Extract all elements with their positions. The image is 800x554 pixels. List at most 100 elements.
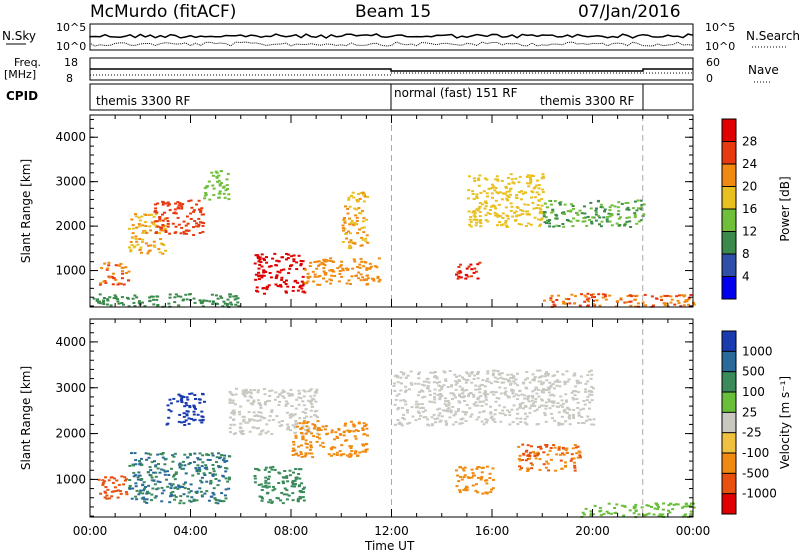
velocity-region	[580, 502, 696, 519]
velocity-colorbar-tick-label: 1000	[742, 344, 773, 358]
velocity-colorbar-swatch	[722, 473, 736, 494]
nsearch-label: N.Search	[746, 29, 800, 43]
power-y-tick-label: 1000	[55, 264, 86, 278]
nsky-label: N.Sky	[2, 29, 36, 43]
freq-tick-top: 18	[64, 56, 78, 69]
velocity-colorbar-title: Velocity [m s⁻¹]	[778, 376, 792, 469]
radar-title: McMurdo (fitACF)	[90, 2, 236, 22]
velocity-heatmap: 1000 2000 3000 4000 Slant Range [km]	[19, 318, 696, 519]
velocity-colorbar-tick-label: -500	[742, 466, 769, 480]
velocity-colorbar-swatch	[722, 371, 736, 392]
power-colorbar-swatch	[722, 119, 736, 142]
noise-tick-top-right: 10^5	[705, 21, 735, 34]
velocity-colorbar-frame	[721, 330, 737, 515]
x-tick-label: 04:00	[173, 524, 208, 538]
power-region	[203, 170, 231, 201]
cpid-segment-1: themis 3300 RF	[96, 94, 190, 108]
velocity-colorbar-swatch	[722, 331, 736, 352]
nsearch-line	[89, 41, 694, 47]
power-colorbar-swatch	[722, 276, 736, 299]
nave-tick-bottom: 0	[706, 72, 713, 85]
velocity-colorbar-tick-label: -100	[742, 446, 769, 460]
power-colorbar-tick-label: 4	[742, 270, 750, 284]
power-colorbar-swatch	[722, 186, 736, 209]
power-region	[341, 191, 370, 250]
power-colorbar-swatch	[722, 141, 736, 164]
velocity-colorbar-tick-label: 500	[742, 365, 765, 379]
power-colorbar-title: Power [dB]	[778, 176, 792, 241]
power-region	[98, 261, 131, 286]
power-colorbar-swatch	[722, 254, 736, 277]
x-tick-label: 08:00	[274, 524, 309, 538]
power-region	[455, 261, 482, 280]
velocity-region	[517, 443, 582, 472]
nave-label: Nave	[748, 63, 779, 77]
power-colorbar-swatch	[722, 209, 736, 232]
velocity-colorbar-swatch	[722, 453, 736, 474]
power-colorbar-tick-label: 12	[742, 225, 757, 239]
nsky-line	[89, 33, 694, 39]
noise-tick-bottom-right: 10^0	[705, 40, 735, 53]
power-colorbar-tick-label: 28	[742, 135, 757, 149]
velocity-region	[128, 452, 232, 505]
velocity-colorbar-tick-label: 100	[742, 385, 765, 399]
power-colorbar-tick-label: 24	[742, 157, 757, 171]
power-colorbar-tick-label: 8	[742, 247, 750, 261]
velocity-colorbar-swatch	[722, 432, 736, 453]
power-region	[153, 199, 206, 236]
power-colorbar-swatch	[722, 231, 736, 254]
velocity-colorbar-tick-label: -25	[742, 426, 762, 440]
beam-label: Beam 15	[355, 2, 431, 22]
velocity-colorbar: 1000 500 100 25 -25 -100 -500 -1000 Velocity [m …	[721, 330, 792, 515]
velocity-region	[291, 420, 369, 459]
velocity-region	[228, 387, 319, 436]
date-label: 07/Jan/2016	[578, 2, 681, 22]
velocity-colorbar-swatch	[722, 392, 736, 413]
power-colorbar-swatch	[722, 164, 736, 187]
power-y-axis-title: Slant Range [km]	[19, 159, 33, 263]
power-region	[303, 257, 382, 286]
velocity-y-tick-label: 3000	[55, 381, 86, 395]
power-region	[543, 292, 696, 308]
x-axis-title: Time UT	[364, 539, 415, 553]
power-colorbar-tick-label: 20	[742, 180, 757, 194]
velocity-region	[455, 465, 495, 495]
noise-tick-bottom-left: 10^0	[56, 40, 86, 53]
velocity-region	[253, 465, 306, 505]
power-region	[542, 199, 646, 228]
power-colorbar: 4 8 12 16 20 24 28 Power [dB]	[721, 118, 792, 300]
x-tick-label: 00:00	[676, 524, 711, 538]
velocity-y-tick-label: 2000	[55, 427, 86, 441]
cpid-segment-2: normal (fast) 151 RF	[394, 86, 518, 100]
freq-tick-bottom: 8	[66, 72, 73, 85]
freq-line	[90, 68, 693, 72]
x-tick-label: 20:00	[575, 524, 610, 538]
cpid-segment-3: themis 3300 RF	[540, 94, 634, 108]
power-y-tick-label: 3000	[55, 175, 86, 189]
power-region	[127, 213, 168, 255]
time-axis: 00:00 04:00 08:00 12:00 16:00 20:00 00:00	[73, 524, 711, 538]
velocity-colorbar-swatch	[722, 351, 736, 372]
freq-series	[90, 68, 693, 76]
velocity-colorbar-swatch	[722, 493, 736, 514]
velocity-region	[97, 475, 129, 500]
velocity-colorbar-swatch	[722, 412, 736, 433]
power-y-tick-label: 4000	[55, 130, 86, 144]
noise-series	[89, 33, 694, 47]
nave-tick-top: 60	[706, 56, 720, 69]
noise-tick-top-left: 10^5	[56, 21, 86, 34]
power-region	[466, 173, 546, 228]
freq-unit: [MHz]	[4, 68, 36, 81]
x-tick-label: 00:00	[73, 524, 108, 538]
x-tick-label: 12:00	[374, 524, 409, 538]
power-colorbar-tick-label: 16	[742, 202, 757, 216]
velocity-y-axis-title: Slant Range [km]	[19, 366, 33, 470]
nave-line	[90, 72, 693, 76]
x-tick-label: 16:00	[475, 524, 510, 538]
velocity-region	[392, 369, 596, 427]
velocity-y-tick-label: 1000	[55, 472, 86, 486]
freq-label: Freq.	[14, 56, 41, 69]
velocity-y-tick-label: 4000	[55, 335, 86, 349]
power-heatmap: 1000 2000 3000 4000 Slant Range [km]	[19, 114, 696, 308]
